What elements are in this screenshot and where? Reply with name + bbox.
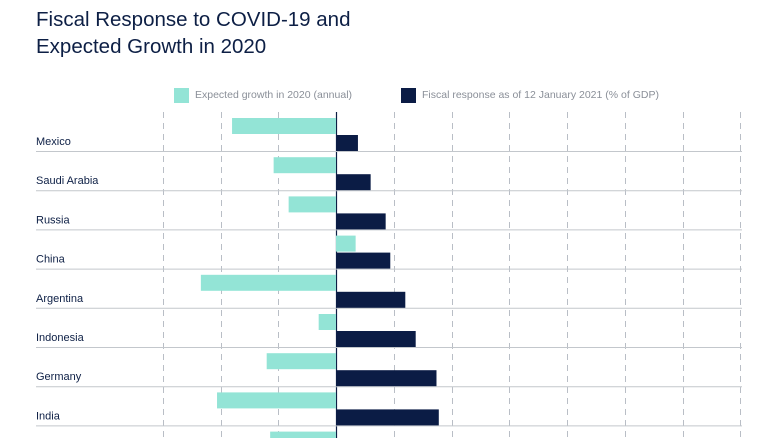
- bar-expected-growth-1: [273, 157, 336, 174]
- chart-title-line-2: Expected Growth in 2020: [36, 35, 267, 58]
- bar-expected-growth-8: [270, 431, 336, 438]
- bar-expected-growth-4: [200, 274, 336, 291]
- chart-title: Fiscal Response to COVID-19 and Expected…: [36, 6, 556, 60]
- bar-fiscal-response-1: [336, 174, 371, 191]
- category-label-6: Germany: [36, 371, 82, 383]
- legend-item-fiscal-response: Fiscal response as of 12 January 2021 (%…: [401, 86, 659, 104]
- chart-title-line-1: Fiscal Response to COVID-19 and: [36, 8, 351, 31]
- bar-fiscal-response-2: [336, 213, 386, 230]
- category-label-0: Mexico: [36, 136, 71, 148]
- category-label-1: Saudi Arabia: [36, 175, 99, 187]
- legend-item-expected-growth: Expected growth in 2020 (annual): [174, 86, 352, 104]
- legend-swatch-fiscal-response: [401, 87, 416, 103]
- legend-label-fiscal-response: Fiscal response as of 12 January 2021 (%…: [422, 89, 659, 101]
- bar-expected-growth-3: [336, 235, 356, 252]
- bar-fiscal-response-0: [336, 135, 358, 151]
- bar-expected-growth-2: [288, 196, 336, 213]
- bar-expected-growth-7: [217, 392, 336, 409]
- chart-legend: Expected growth in 2020 (annual) Fiscal …: [0, 0, 768, 110]
- bar-fiscal-response-5: [336, 331, 416, 347]
- category-label-5: Indonesia: [36, 332, 85, 344]
- category-label-3: China: [36, 254, 66, 266]
- bar-fiscal-response-7: [336, 409, 439, 426]
- legend-label-expected-growth: Expected growth in 2020 (annual): [195, 89, 353, 101]
- category-label-2: Russia: [36, 214, 71, 226]
- bar-fiscal-response-4: [336, 291, 406, 308]
- bar-expected-growth-6: [266, 353, 336, 370]
- bar-fiscal-response-6: [336, 370, 437, 387]
- bar-expected-growth-5: [318, 314, 336, 330]
- bar-expected-growth-0: [232, 118, 336, 134]
- legend-swatch-expected-growth: [174, 87, 189, 103]
- category-label-7: India: [36, 410, 61, 422]
- bar-fiscal-response-3: [336, 252, 391, 269]
- category-label-4: Argentina: [36, 293, 84, 305]
